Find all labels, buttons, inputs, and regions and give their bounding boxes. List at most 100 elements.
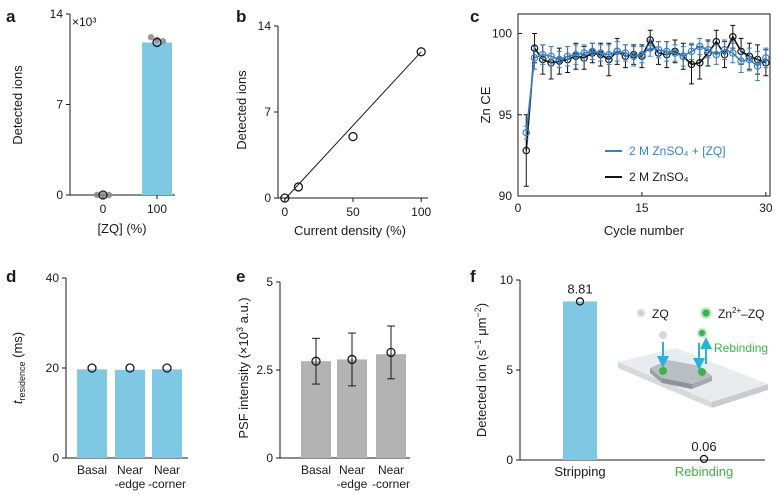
x-tick-label: Near: [378, 463, 404, 477]
x-tick-label: Basal: [77, 463, 107, 477]
x-tick-label: 0: [515, 201, 522, 215]
y-tick-label: 0: [264, 191, 271, 205]
bar: [142, 42, 172, 195]
data-point: [348, 131, 358, 142]
x-tick-label: 100: [411, 205, 431, 219]
y-tick-label: 5: [266, 275, 273, 289]
data-point: [105, 191, 113, 199]
x-tick-label: Near: [154, 463, 180, 477]
plot-frame: [517, 13, 771, 197]
data-point: [99, 191, 107, 199]
series-marker: [572, 50, 580, 59]
panel-c-chart: 90 95 100 0 15 30 2 M ZnSO₄ + [ZQ] 2 M ZnSO₄ Cyc…: [478, 13, 773, 238]
mean-marker: [98, 190, 108, 200]
series-line: [525, 45, 767, 133]
x-tick-label: 15: [635, 201, 649, 215]
series-marker: [580, 49, 588, 57]
series-marker: [737, 57, 745, 65]
bar: [563, 301, 597, 460]
data-point: [93, 191, 101, 199]
y-axis-label: Detected ions: [234, 70, 249, 150]
rebinding-annotation: Rebinding: [714, 341, 768, 355]
series-marker: [695, 58, 704, 67]
panel-label-b: b: [236, 7, 246, 26]
y-tick-label: 0: [506, 453, 513, 467]
y-axis-label: Detected ions: [10, 65, 25, 145]
series-marker: [695, 42, 704, 51]
y-tick-label: 2.5: [256, 363, 273, 377]
series-marker: [753, 62, 762, 70]
mean-marker: [162, 363, 172, 373]
series-marker: [621, 49, 630, 57]
series-marker: [704, 45, 712, 54]
y-tick-label: 40: [46, 271, 60, 285]
y-axis-label: Detected ion (s−1 μm−2): [473, 303, 489, 437]
y-tick-label: 10: [500, 273, 514, 287]
y-tick-label: 0: [52, 451, 59, 465]
x-tick-label: 100: [147, 202, 167, 216]
series-marker: [762, 54, 770, 62]
panel-label-a: a: [6, 7, 16, 26]
bar: [152, 369, 182, 458]
series-marker: [654, 45, 663, 54]
bound-ion-left: [659, 367, 667, 375]
x-axis-label: Current density (%): [294, 223, 406, 238]
series-marker: [729, 32, 737, 41]
crystal-side-front: [662, 378, 692, 389]
y-tick-label: 0: [266, 451, 273, 465]
series-marker: [555, 55, 564, 64]
bound-ion-right: [698, 368, 706, 376]
series-marker: [547, 52, 555, 61]
free-zq-molecule: [659, 331, 667, 339]
x-tick-label: -corner: [372, 477, 410, 491]
y-tick-label: 7: [56, 98, 63, 112]
series-marker: [712, 50, 721, 59]
panel-label-e: e: [236, 267, 245, 286]
series-marker: [729, 49, 737, 57]
x-tick-label: Stripping: [554, 464, 605, 479]
mean-marker: [575, 297, 585, 306]
series-marker: [745, 55, 754, 64]
y-tick-label: 20: [46, 361, 60, 375]
series-marker: [530, 54, 539, 62]
substrate-side-right: [712, 384, 768, 408]
mean-marker: [311, 356, 321, 366]
bar: [115, 369, 145, 458]
mean-marker: [386, 347, 396, 358]
y-tick-label: 90: [499, 189, 513, 203]
series-marker: [522, 128, 531, 137]
x-tick-label: -edge: [337, 477, 368, 491]
y-tick-label: 0: [56, 188, 63, 202]
mean-marker: [152, 37, 162, 48]
x-tick-label: -edge: [115, 477, 146, 491]
rebinding-illustration: Rebinding ZQ Zn2+–ZQ: [618, 306, 768, 408]
series-marker: [538, 50, 547, 59]
y-tick-label: 95: [499, 108, 513, 122]
value-label: 8.81: [567, 281, 592, 296]
data-point: [280, 193, 290, 203]
mean-marker: [699, 454, 709, 464]
data-point: [293, 182, 304, 192]
series-marker: [522, 146, 531, 155]
x-tick-label: Near: [339, 463, 365, 477]
series-marker: [662, 47, 671, 56]
series-marker: [679, 52, 688, 61]
substrate-side: [618, 362, 712, 408]
zq-legend-label: ZQ: [652, 307, 669, 321]
series-marker: [629, 52, 638, 61]
fit-line: [284, 51, 422, 200]
panel-label-f: f: [470, 267, 476, 286]
series-marker: [720, 45, 729, 54]
panel-label-c: c: [470, 7, 479, 26]
series-marker: [687, 47, 696, 56]
y-axis-label: Zn CE: [478, 86, 493, 123]
series-marker: [687, 60, 696, 69]
crystal-side: [650, 368, 662, 383]
x-tick-label: Near: [117, 463, 143, 477]
x-tick-label: 30: [759, 201, 773, 215]
series-marker: [646, 44, 654, 52]
panel-a-chart: 0 7 14 ×10³ 0 100[ZQ] (%) Detected ions: [10, 7, 175, 236]
mean-marker: [87, 363, 97, 373]
